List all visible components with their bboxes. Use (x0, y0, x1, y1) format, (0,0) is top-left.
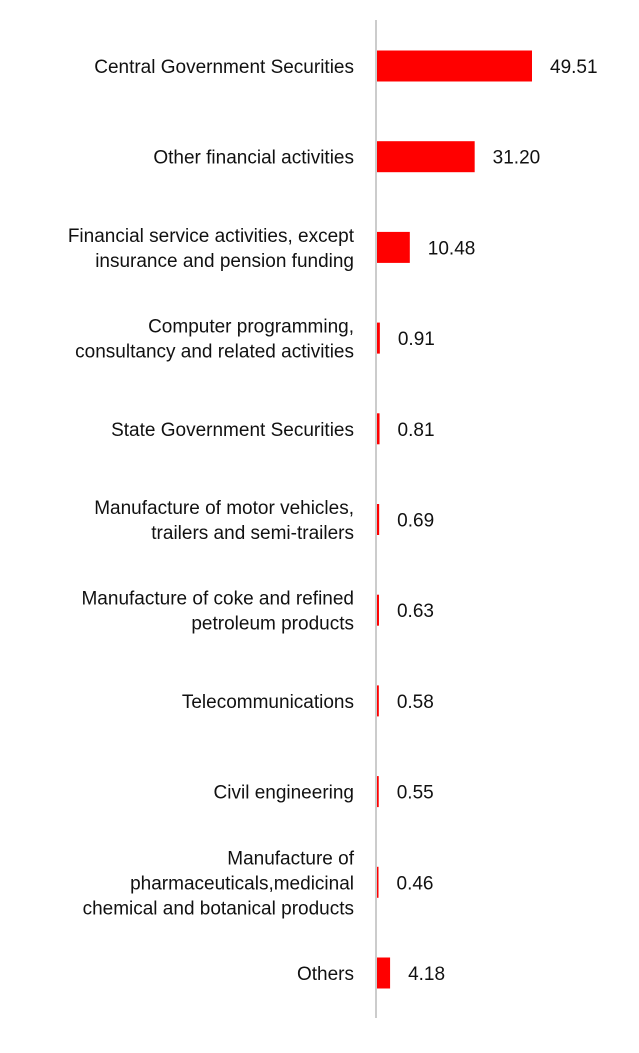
value-label: 0.91 (398, 329, 435, 350)
category-label-line: insurance and pension funding (95, 251, 354, 272)
value-labels-group: 49.51 31.20 10.48 0.91 0.81 0.69 0.63 0.58 0.55 0… (397, 57, 598, 985)
category-label: Civil engineering (214, 783, 354, 804)
category-label-line: Computer programming, (148, 317, 354, 338)
value-label: 4.18 (408, 964, 445, 985)
category-label-line: Telecommunications (182, 692, 354, 713)
bar (377, 685, 379, 717)
category-label-line: Civil engineering (214, 783, 354, 804)
bar (377, 866, 379, 898)
bar (377, 776, 379, 808)
value-label: 10.48 (428, 238, 476, 259)
category-label: Others (297, 964, 354, 985)
bar (377, 957, 391, 989)
category-label: Computer programming, consultancy and rel… (75, 317, 354, 363)
category-label-line: State Government Securities (111, 420, 354, 441)
value-label: 0.69 (397, 511, 434, 532)
bars-group (377, 50, 532, 989)
bar (377, 594, 379, 626)
category-label-line: Manufacture of (227, 848, 354, 869)
category-label-line: Manufacture of coke and refined (81, 589, 354, 610)
value-label: 0.58 (397, 692, 434, 713)
category-labels-group: Central Government Securities Other finan… (68, 57, 355, 985)
category-label: Telecommunications (182, 692, 354, 713)
category-label-line: consultancy and related activities (75, 342, 354, 363)
bar (377, 413, 380, 445)
value-label: 0.46 (397, 873, 434, 894)
category-label: Manufacture of pharmaceuticals,medicinal c… (83, 848, 355, 919)
category-label-line: petroleum products (191, 614, 354, 635)
bar (377, 141, 475, 173)
category-label: Financial service activities, except insu… (68, 226, 355, 272)
category-label-line: trailers and semi-trailers (151, 523, 354, 544)
value-label: 31.20 (493, 148, 541, 169)
category-label: Manufacture of motor vehicles, trailers a… (94, 498, 354, 544)
category-label: Manufacture of coke and refined petroleum… (81, 589, 354, 635)
category-label-line: pharmaceuticals,medicinal (130, 873, 354, 894)
category-label-line: Other financial activities (153, 148, 354, 169)
category-label-line: Manufacture of motor vehicles, (94, 498, 354, 519)
category-label: Other financial activities (153, 148, 354, 169)
category-label-line: chemical and botanical products (83, 898, 354, 919)
value-label: 49.51 (550, 57, 598, 78)
category-label-line: Others (297, 964, 354, 985)
category-label-line: Financial service activities, except (68, 226, 355, 247)
category-label: State Government Securities (111, 420, 354, 441)
category-label-line: Central Government Securities (94, 57, 354, 78)
bar (377, 504, 380, 535)
bar (377, 50, 532, 82)
value-label: 0.81 (398, 420, 435, 441)
category-label: Central Government Securities (94, 57, 354, 78)
value-label: 0.63 (397, 601, 434, 622)
bar (377, 322, 380, 354)
bar (377, 231, 410, 263)
value-label: 0.55 (397, 783, 434, 804)
